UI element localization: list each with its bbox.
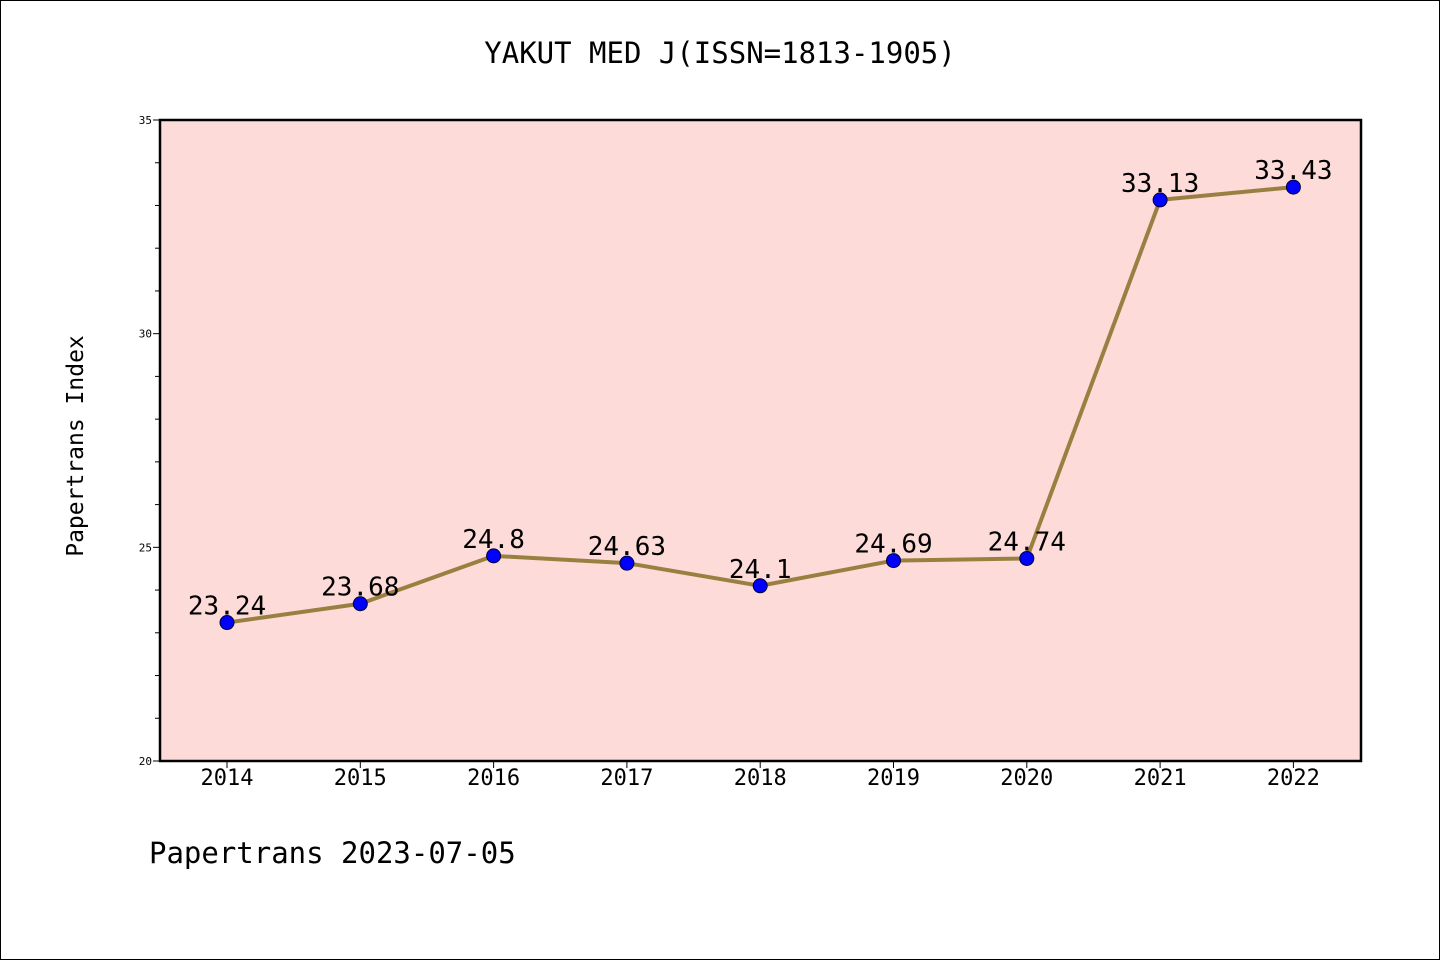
data-label: 23.68 xyxy=(321,573,399,603)
x-tick-label: 2018 xyxy=(734,766,787,791)
plot-border xyxy=(158,118,1363,763)
data-point xyxy=(219,615,235,631)
x-tick-label: 2015 xyxy=(334,766,387,791)
data-point xyxy=(352,596,368,612)
data-label: 24.63 xyxy=(588,532,666,562)
x-tick-label: 2017 xyxy=(600,766,653,791)
data-label: 24.1 xyxy=(729,555,792,585)
data-label: 33.13 xyxy=(1121,169,1199,199)
y-tick-label: 20 xyxy=(139,755,152,768)
footer-text: Papertrans 2023-07-05 xyxy=(149,836,516,870)
data-point xyxy=(1019,550,1035,566)
data-point xyxy=(1152,192,1168,208)
data-label: 33.43 xyxy=(1254,156,1332,186)
data-point xyxy=(1285,179,1301,195)
y-tick-label: 30 xyxy=(139,328,152,341)
x-tick-label: 2022 xyxy=(1267,766,1320,791)
x-tick-label: 2019 xyxy=(867,766,920,791)
x-tick-label: 2021 xyxy=(1134,766,1187,791)
data-point xyxy=(752,578,768,594)
y-tick-label: 25 xyxy=(139,541,152,554)
data-point xyxy=(486,548,502,564)
data-label: 24.69 xyxy=(854,530,932,560)
data-label: 24.74 xyxy=(988,527,1066,557)
data-label: 23.24 xyxy=(188,592,266,622)
chart-title: YAKUT MED J(ISSN=1813-1905) xyxy=(484,36,956,70)
x-tick-label: 2016 xyxy=(467,766,520,791)
x-tick-label: 2014 xyxy=(201,766,254,791)
data-point xyxy=(886,553,901,569)
plot-area xyxy=(160,120,1361,761)
data-label: 24.8 xyxy=(462,525,525,555)
x-tick-label: 2020 xyxy=(1000,766,1053,791)
data-point xyxy=(619,555,635,571)
y-tick-label: 35 xyxy=(139,114,152,127)
